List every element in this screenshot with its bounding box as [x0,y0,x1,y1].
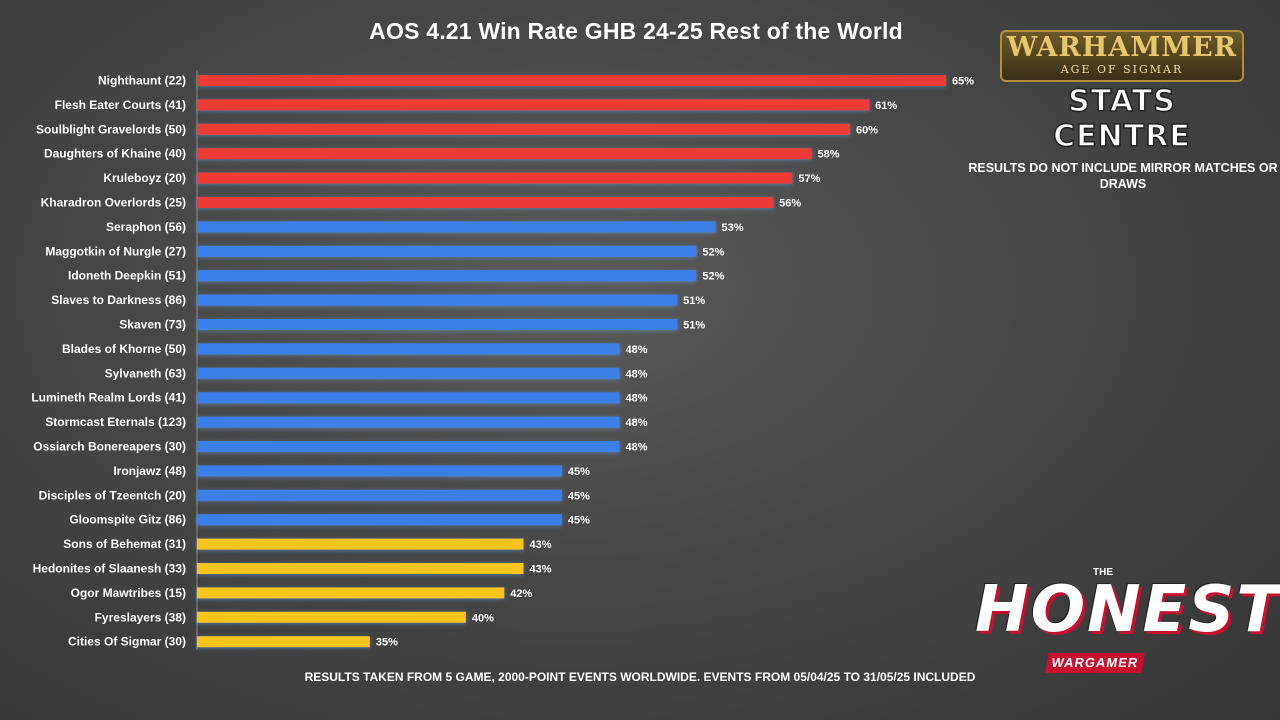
bar [197,538,524,550]
category-label: Nighthaunt (22) [98,74,186,88]
category-label: Idoneth Deepkin (51) [68,269,186,283]
chart-title: AOS 4.21 Win Rate GHB 24-25 Rest of the … [369,18,903,44]
bar [197,343,620,355]
category-label: Hedonites of Slaanesh (33) [33,562,186,576]
value-label: 51% [683,320,705,332]
category-label: Maggotkin of Nurgle (27) [45,244,186,258]
value-label: 43% [529,564,551,576]
value-label: 45% [568,515,590,527]
logo-wargamer-text: WARGAMER [1045,653,1145,673]
value-label: 53% [722,222,744,234]
category-label: Daughters of Khaine (40) [44,147,186,161]
value-label: 35% [376,637,398,649]
value-label: 61% [875,100,897,112]
chart-note: RESULTS DO NOT INCLUDE MIRROR MATCHES OR… [968,161,1278,191]
category-label: Sylvaneth (63) [105,366,186,380]
category-label: Seraphon (56) [106,220,186,234]
category-label: Lumineth Realm Lords (41) [31,391,186,405]
category-label: Kharadron Overlords (25) [41,196,186,210]
category-label: Disciples of Tzeentch (20) [39,488,186,502]
category-label: Cities Of Sigmar (30) [68,635,186,649]
bar [197,245,697,257]
value-label: 56% [779,198,801,210]
bar [197,416,620,428]
logo-warhammer-text: WARHAMMER [1006,32,1238,63]
bar [197,319,678,330]
logo-honest-text: HONEST [975,573,1280,647]
bar [197,197,774,208]
category-label: Blades of Khorne (50) [62,342,186,356]
chart-footer: RESULTS TAKEN FROM 5 GAME, 2000-POINT EV… [304,670,976,684]
value-label: 43% [529,539,551,551]
category-label: Ogor Mawtribes (15) [71,586,186,600]
value-label: 52% [702,246,724,258]
value-label: 60% [856,124,878,136]
category-label: Stormcast Eternals (123) [45,415,186,429]
logo-age-of-sigmar-text: AGE OF SIGMAR [1060,63,1184,76]
bar [197,221,716,233]
bar [197,148,812,160]
logo-the-text: THE [1093,567,1113,578]
value-label: 65% [952,76,974,88]
category-label: Skaven (73) [119,318,186,332]
logo-banner [1000,30,1244,82]
category-label: Flesh Eater Courts (41) [55,98,186,112]
bar [197,99,870,111]
value-label: 48% [626,368,648,380]
value-label: 52% [702,271,724,283]
value-label: 48% [626,393,648,405]
bar [197,294,678,306]
bars-group: Nighthaunt (22) 65% Flesh Eater Courts (41… [31,74,974,649]
bar [197,172,793,184]
category-label: Kruleboyz (20) [103,171,186,185]
value-label: 45% [568,466,590,478]
bar [197,465,562,477]
value-label: 45% [568,490,590,502]
bar [197,367,620,379]
value-label: 51% [683,295,705,307]
category-label: Gloomspite Gitz (86) [69,513,186,527]
bar [197,75,946,86]
bar [197,636,370,648]
value-label: 40% [472,612,494,624]
bar [197,123,850,135]
category-label: Ossiarch Bonereapers (30) [33,440,186,454]
category-label: Soulblight Gravelords (50) [36,122,186,136]
bar [197,392,620,404]
category-label: Ironjawz (48) [113,464,186,478]
category-label: Sons of Behemat (31) [63,537,186,551]
value-label: 42% [510,588,532,600]
logo-stats-centre-text: STATS CENTRE [1052,83,1191,155]
value-label: 48% [626,442,648,454]
bar [197,587,505,599]
category-label: Fyreslayers (38) [95,610,186,624]
bar [197,563,524,574]
bar [197,270,697,282]
bar [197,489,562,501]
value-label: 48% [626,344,648,356]
value-label: 57% [798,173,820,185]
value-label: 48% [626,417,648,429]
bar [197,514,562,526]
honest-wargamer-logo: THE HONEST WARGAMER [975,565,1280,685]
value-label: 58% [818,149,840,161]
warhammer-stats-centre-logo: WARHAMMER AGE OF SIGMAR STATS CENTRE [1000,26,1244,155]
bar [197,441,620,452]
category-label: Slaves to Darkness (86) [51,293,186,307]
bar [197,611,466,623]
